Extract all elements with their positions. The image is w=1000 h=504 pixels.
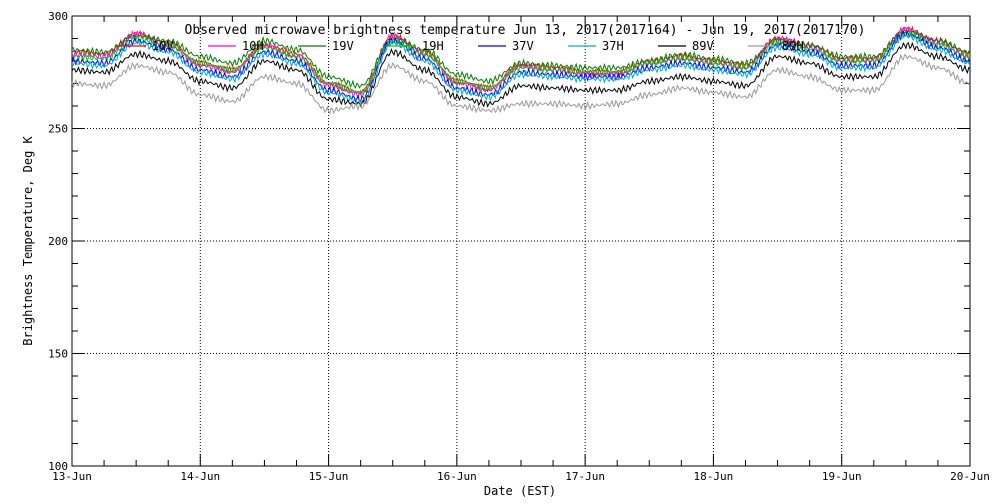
x-tick-label: 20-Jun [950,470,990,483]
y-tick-label: 250 [48,123,68,136]
legend-label-89h: 89H [782,39,804,53]
chart-title: Observed microwave brightness temperatur… [185,23,866,38]
x-tick-label: 19-Jun [822,470,862,483]
y-tick-label: 300 [48,10,68,23]
legend-label-19h: 19H [422,39,444,53]
x-tick-label: 17-Jun [565,470,605,483]
legend-label-10h: 10H [242,39,264,53]
legend-label-37v: 37V [512,39,534,53]
series-line-89v [71,41,971,108]
y-tick-label: 200 [48,235,68,248]
y-tick-label: 100 [48,460,68,473]
labels-layer: 13-Jun 14-Jun 15-Jun 16-Jun 17-Jun 18-Jun 19-J… [48,10,990,483]
series-line-37h [71,34,971,106]
y-tick-label: 150 [48,348,68,361]
y-axis-title: Brightness Temperature, Deg K [21,135,35,345]
series-line-19h [71,29,971,96]
series-layer [71,25,971,115]
legend-label-37h: 37H [602,39,624,53]
legend-label-89v: 89V [692,39,714,53]
legend-label-10v: 10V [152,39,174,53]
x-tick-label: 18-Jun [694,470,734,483]
ticks-layer [71,15,971,467]
x-axis-title: Date (EST) [484,484,556,498]
series-line-89h [71,53,971,115]
legend-label-19v: 19V [332,39,354,53]
legend: 10V 10H 19V 19H 37V 37H 89V 89H [118,39,804,53]
x-tick-label: 16-Jun [437,470,477,483]
x-tick-label: 14-Jun [180,470,220,483]
plot-frame [71,15,971,467]
x-tick-label: 13-Jun [52,470,92,483]
x-tick-label: 15-Jun [309,470,349,483]
